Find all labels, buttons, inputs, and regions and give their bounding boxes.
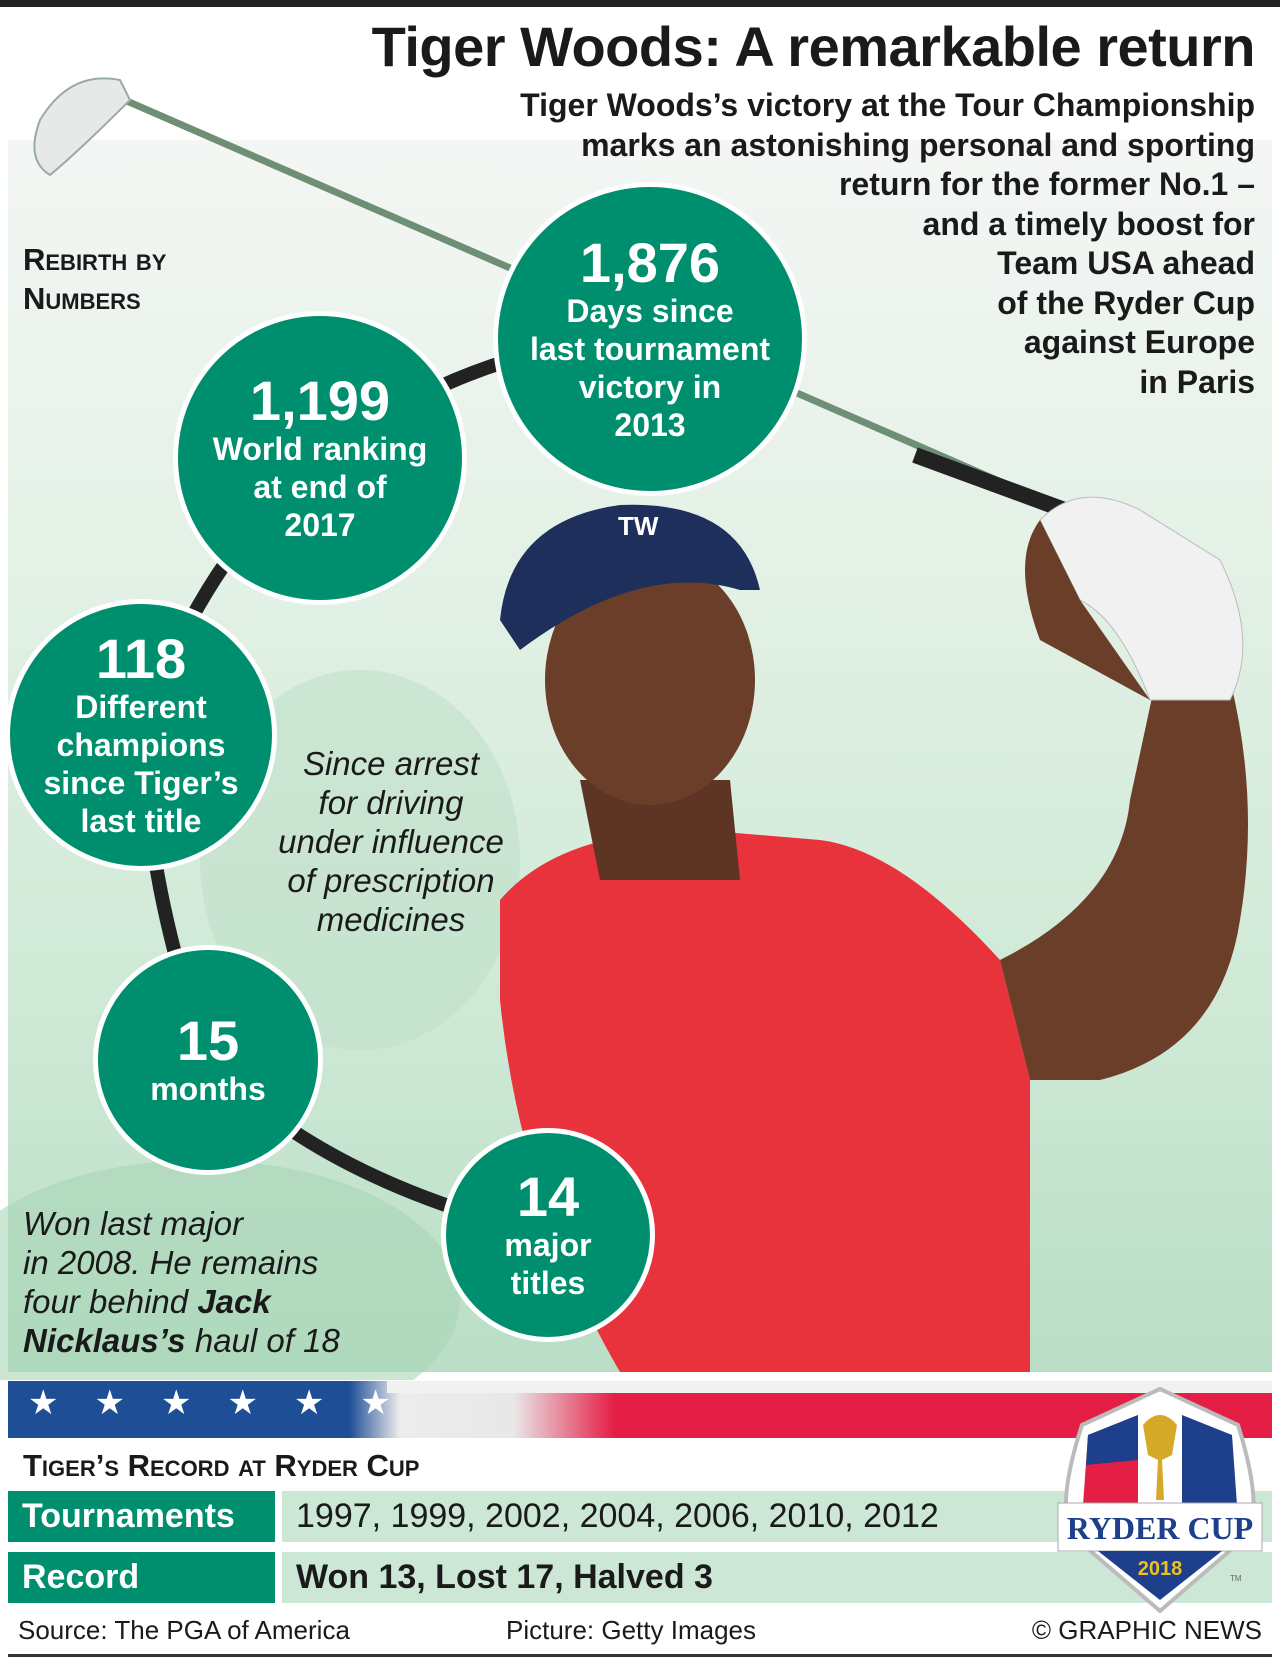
source-credit: Source: The PGA of America xyxy=(18,1615,350,1645)
bg-shape xyxy=(200,670,520,1050)
logo-tm: TM xyxy=(1230,1574,1242,1583)
logo-year: 2018 xyxy=(1138,1558,1183,1580)
stat-circle-majors: 14 major titles xyxy=(441,1128,655,1342)
trophy-icon xyxy=(1143,1415,1177,1500)
ryder-cup-logo: RYDER CUP 2018 TM xyxy=(1057,1386,1263,1614)
logo-band xyxy=(1057,1502,1263,1552)
subtitle-line: of the Ryder Cup xyxy=(997,284,1255,321)
subtitle-line: against Europe xyxy=(1023,324,1255,360)
stat-label: champions xyxy=(56,727,226,763)
row-label-tournaments: Tournaments xyxy=(8,1491,275,1542)
logo-us-stars xyxy=(1086,1415,1138,1465)
subtitle-line: Team USA ahead xyxy=(997,245,1255,281)
note-line: under influence xyxy=(278,823,504,860)
cap-logo: TW xyxy=(618,511,659,541)
bottom-rule xyxy=(8,1654,1272,1657)
golf-glove xyxy=(1039,496,1244,701)
record-title: Tiger’s Record at Ryder Cup xyxy=(23,1448,420,1483)
note-emphasis: Nicklaus’s xyxy=(23,1322,186,1359)
logo-base xyxy=(1098,1551,1222,1600)
stat-label: victory in xyxy=(578,369,722,405)
stat-label: last title xyxy=(80,803,202,839)
stat-label: major xyxy=(504,1227,592,1263)
flag-stripe xyxy=(387,1381,1272,1393)
stat-circle-months: 15 months xyxy=(93,945,323,1175)
subtitle: Tiger Woods’s victory at the Tour Champi… xyxy=(355,86,1255,402)
arm xyxy=(1000,660,1248,1080)
stat-label: last tournament xyxy=(529,331,771,367)
arrest-note: Since arrest for driving under influence… xyxy=(241,744,541,939)
note-emphasis: Jack xyxy=(197,1283,271,1320)
stat-label: World ranking xyxy=(212,431,428,467)
stat-number: 14 xyxy=(516,1165,580,1228)
stat-label: at end of xyxy=(253,469,387,505)
stat-label: titles xyxy=(510,1265,586,1301)
connector-line xyxy=(134,332,651,1242)
note-line: Won last major xyxy=(23,1205,244,1242)
club-head xyxy=(33,77,132,177)
stat-label: since Tiger’s xyxy=(43,765,239,801)
note-line: four behind Jack xyxy=(23,1282,340,1321)
copyright: © GRAPHIC NEWS xyxy=(1031,1615,1262,1645)
section-heading: Rebirth by Numbers xyxy=(23,240,166,318)
subtitle-line: return for the former No.1 – xyxy=(838,166,1255,202)
stat-label: months xyxy=(150,1071,266,1107)
stat-number: 1,876 xyxy=(579,231,721,294)
stat-circle-ranking: 1,199 World ranking at end of 2017 xyxy=(173,311,467,605)
stat-label: 2013 xyxy=(614,407,686,443)
logo-eu-side xyxy=(1182,1415,1237,1505)
row-label-record: Record xyxy=(8,1552,275,1603)
flag-stars: ★★★★★★ xyxy=(28,1384,427,1422)
stat-label: Days since xyxy=(566,293,734,329)
subtitle-line: and a timely boost for xyxy=(922,205,1255,242)
neck xyxy=(580,780,740,880)
stat-label: Different xyxy=(75,689,207,725)
stat-number: 15 xyxy=(176,1009,240,1072)
stat-circle-days: 1,876 Days since last tournament victory… xyxy=(493,182,807,496)
subtitle-line: in Paris xyxy=(1139,363,1255,400)
note-line: Nicklaus’s haul of 18 xyxy=(23,1321,340,1360)
face xyxy=(545,555,755,805)
stat-circle-champions: 118 Different champions since Tiger’s la… xyxy=(5,599,277,871)
note-line: for driving xyxy=(318,784,464,821)
note-line: Since arrest xyxy=(302,745,480,782)
note-text: four behind xyxy=(23,1283,198,1320)
picture-credit: Picture: Getty Images xyxy=(506,1615,756,1645)
subtitle-line: Tiger Woods’s victory at the Tour Champi… xyxy=(520,87,1255,123)
section-heading-line: Rebirth by xyxy=(23,242,167,277)
subtitle-line: marks an astonishing personal and sporti… xyxy=(581,126,1255,163)
section-heading-line: Numbers xyxy=(23,281,141,316)
cap xyxy=(500,504,760,650)
note-line: medicines xyxy=(316,901,466,938)
hands xyxy=(1025,520,1150,700)
logo-text: RYDER CUP xyxy=(1067,1510,1253,1546)
stat-number: 1,199 xyxy=(249,369,391,432)
page-title: Tiger Woods: A remarkable return xyxy=(371,15,1256,78)
us-flag-banner: ★★★★★★ xyxy=(8,1381,1272,1438)
top-rule xyxy=(0,0,1280,7)
note-text: haul of 18 xyxy=(185,1322,340,1359)
major-note: Won last major in 2008. He remains four … xyxy=(23,1204,340,1360)
stat-number: 118 xyxy=(95,627,187,690)
bg-shape xyxy=(0,1160,460,1380)
club-grip xyxy=(912,447,1073,520)
note-line: of prescription xyxy=(287,862,495,899)
stat-label: 2017 xyxy=(284,507,356,543)
note-line: in 2008. He remains xyxy=(23,1244,319,1281)
